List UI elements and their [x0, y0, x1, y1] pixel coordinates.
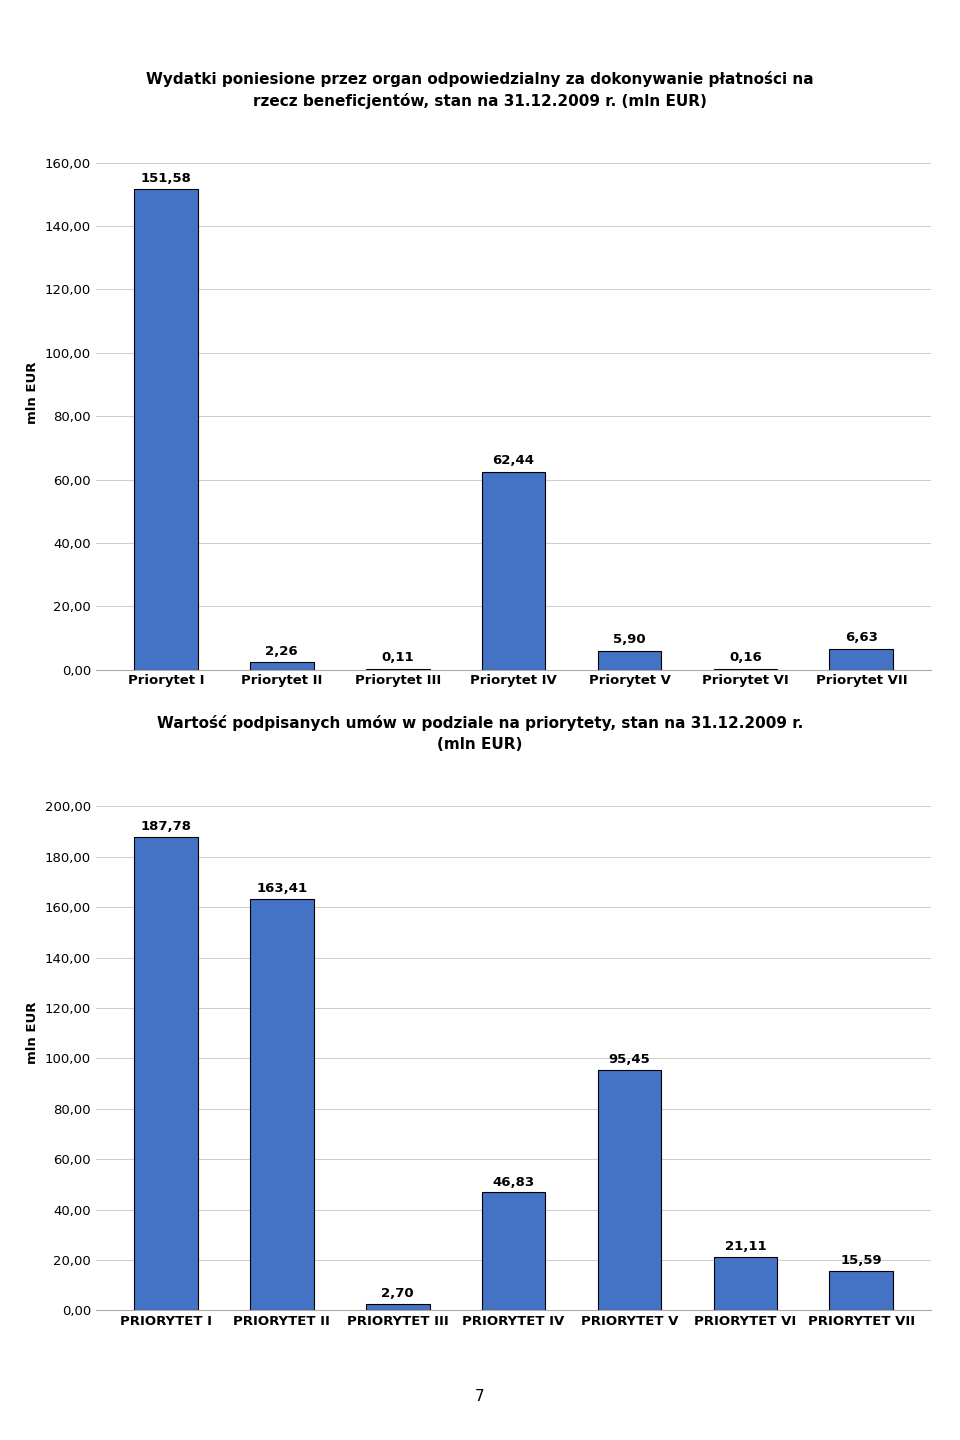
Text: 187,78: 187,78	[140, 821, 191, 834]
Bar	[829, 648, 893, 670]
Text: 46,83: 46,83	[492, 1175, 535, 1188]
Bar	[134, 190, 198, 670]
Text: 6,63: 6,63	[845, 631, 877, 644]
Bar	[598, 651, 661, 670]
Text: 0,11: 0,11	[381, 651, 414, 664]
Text: 2,70: 2,70	[381, 1287, 414, 1300]
Text: 0,16: 0,16	[729, 651, 762, 664]
Text: (mln EUR): (mln EUR)	[438, 737, 522, 752]
Bar	[482, 1192, 545, 1310]
Text: 151,58: 151,58	[140, 171, 191, 184]
Text: 5,90: 5,90	[613, 634, 646, 647]
Y-axis label: mln EUR: mln EUR	[26, 361, 39, 423]
Text: 62,44: 62,44	[492, 454, 535, 467]
Text: 21,11: 21,11	[725, 1240, 766, 1253]
Text: Wydatki poniesione przez organ odpowiedzialny za dokonywanie płatności na: Wydatki poniesione przez organ odpowiedz…	[146, 71, 814, 88]
Text: 95,45: 95,45	[609, 1053, 650, 1066]
Text: 7: 7	[475, 1390, 485, 1404]
Bar	[598, 1070, 661, 1310]
Bar	[134, 837, 198, 1310]
Bar	[829, 1272, 893, 1310]
Text: 2,26: 2,26	[266, 645, 298, 658]
Bar	[482, 472, 545, 670]
Bar	[250, 899, 314, 1310]
Bar	[366, 1303, 429, 1310]
Text: Wartość podpisanych umów w podziale na priorytety, stan na 31.12.2009 r.: Wartość podpisanych umów w podziale na p…	[156, 714, 804, 732]
Y-axis label: mln EUR: mln EUR	[26, 1002, 39, 1064]
Bar	[713, 1257, 778, 1310]
Text: rzecz beneficjentów, stan na 31.12.2009 r. (mln EUR): rzecz beneficjentów, stan na 31.12.2009 …	[253, 92, 707, 109]
Text: 15,59: 15,59	[841, 1254, 882, 1267]
Text: 163,41: 163,41	[256, 881, 307, 894]
Bar	[250, 662, 314, 670]
